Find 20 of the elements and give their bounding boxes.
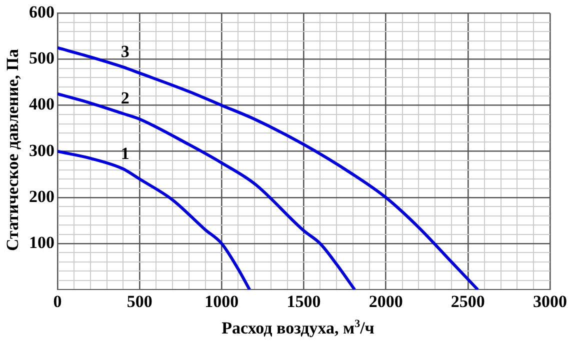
y-axis-title: Статическое давление, Па [3, 48, 23, 252]
y-tick-label: 100 [29, 232, 54, 252]
line-series [58, 150, 252, 290]
y-tick-label: 500 [29, 48, 54, 68]
x-tick-label: 2000 [368, 292, 403, 312]
y-tick-label: 400 [29, 94, 54, 114]
y-tick-label: 300 [29, 140, 54, 160]
y-tick-label: 200 [29, 186, 54, 206]
series-label: 3 [120, 42, 130, 61]
x-tick-label: 1000 [204, 292, 239, 312]
line-series [58, 46, 480, 290]
x-tick-label: 2500 [450, 292, 485, 312]
x-axis-title: Расход воздуха, м$^{3}$/ч [222, 318, 374, 338]
line-series [58, 92, 356, 290]
x-tick-label: 1500 [286, 292, 321, 312]
y-tick-label: 600 [29, 2, 54, 22]
series-label: 2 [120, 88, 130, 108]
x-tick-label: 3000 [533, 292, 567, 312]
x-tick-label: 0 [53, 292, 62, 312]
x-tick-label: 500 [126, 292, 152, 312]
